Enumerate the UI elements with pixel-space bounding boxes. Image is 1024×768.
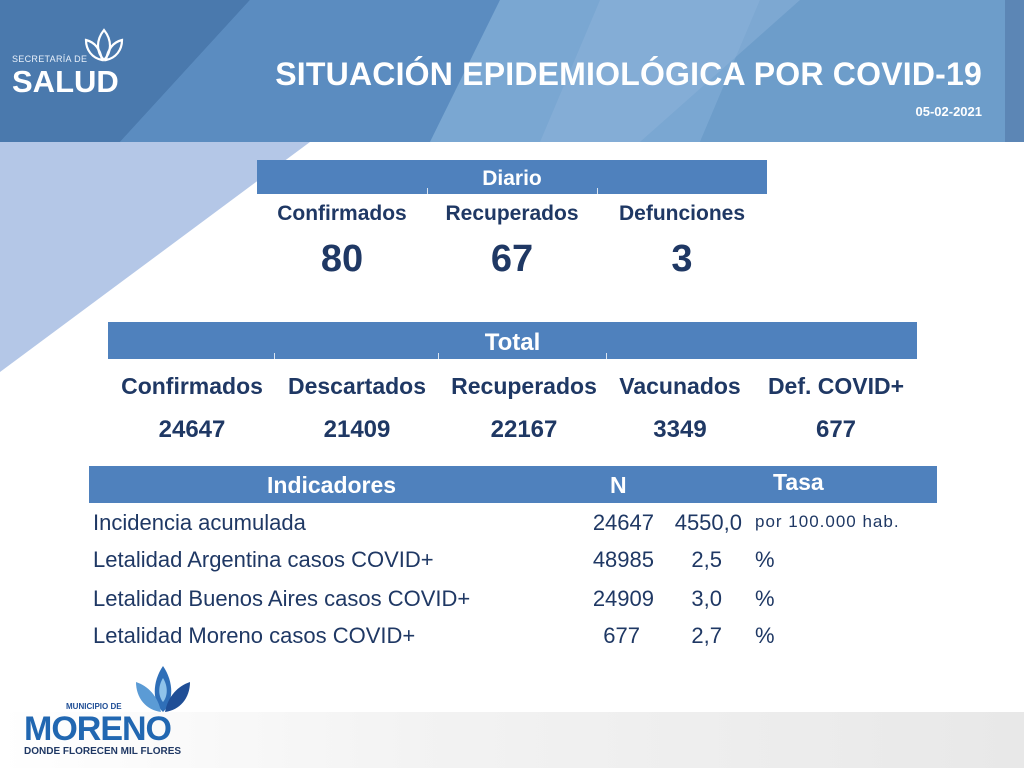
indicator-tasa: 3,0 — [691, 586, 722, 611]
diario-value-confirmados: 80 — [320, 238, 364, 280]
band-divider — [597, 188, 598, 194]
indicator-name: Letalidad Moreno casos COVID+ — [93, 623, 416, 648]
indicator-tasa: 2,5 — [691, 547, 722, 572]
diario-value-recuperados: 67 — [490, 238, 534, 280]
total-label-descartados: Descartados — [287, 373, 427, 399]
total-band: Total — [108, 322, 917, 359]
header-background — [0, 0, 1024, 142]
indicator-name: Incidencia acumulada — [93, 510, 306, 535]
diario-band: Diario — [257, 160, 767, 194]
indicator-unit: % — [755, 623, 775, 648]
total-heading: Total — [484, 329, 541, 356]
indicator-n: 24909 — [592, 586, 654, 611]
flower-icon — [136, 666, 190, 712]
total-value-vacunados: 3349 — [653, 416, 707, 443]
n-header: N — [610, 472, 627, 498]
org-small-text: SECRETARÍA DE — [12, 54, 88, 64]
indicator-n: 24647 — [592, 510, 654, 535]
decorative-triangle — [0, 142, 310, 372]
footer-band — [0, 712, 1024, 768]
total-value-descartados: 21409 — [323, 416, 391, 443]
table-row: Letalidad Moreno casos COVID+ 677 2,7 % — [0, 621, 1024, 655]
total-label-vacunados: Vacunados — [619, 373, 741, 399]
municipio-name: MORENO — [24, 710, 172, 748]
page-title: SITUACIÓN EPIDEMIOLÓGICA POR COVID-19 — [275, 56, 982, 92]
indicator-n: 48985 — [592, 547, 654, 572]
indicator-name: Letalidad Buenos Aires casos COVID+ — [93, 586, 471, 611]
table-row: Letalidad Argentina casos COVID+ 48985 2… — [0, 545, 1024, 579]
band-divider — [438, 353, 439, 359]
diario-label-recuperados: Recuperados — [445, 202, 579, 225]
org-name: SALUD — [12, 64, 119, 99]
band-divider — [427, 188, 428, 194]
table-row: Letalidad Buenos Aires casos COVID+ 2490… — [0, 584, 1024, 618]
diario-label-defunciones: Defunciones — [618, 202, 746, 225]
band-divider — [606, 353, 607, 359]
total-label-confirmados: Confirmados — [121, 373, 263, 399]
municipio-tagline: DONDE FLORECEN MIL FLORES — [24, 746, 182, 757]
table-row: Incidencia acumulada 24647 4550,0 por 10… — [0, 508, 1024, 542]
diario-value-defunciones: 3 — [671, 238, 693, 280]
indicadores-header: Indicadores — [267, 472, 397, 498]
diario-heading: Diario — [482, 167, 542, 190]
total-value-recuperados: 22167 — [490, 416, 558, 443]
indicadores-header-band: Indicadores N Tasa — [89, 466, 937, 503]
indicator-tasa: 2,7 — [691, 623, 722, 648]
total-value-def-covid: 677 — [815, 416, 857, 443]
total-label-recuperados: Recuperados — [451, 373, 597, 399]
tasa-header: Tasa — [773, 469, 824, 495]
indicator-name: Letalidad Argentina casos COVID+ — [93, 547, 434, 572]
salud-logo: SECRETARÍA DE SALUD — [10, 26, 130, 99]
municipio-text: MUNICIPIO DE — [66, 702, 122, 711]
total-label-def-covid: Def. COVID+ — [767, 373, 905, 399]
band-divider — [274, 353, 275, 359]
report-date: 05-02-2021 — [915, 104, 983, 119]
indicator-tasa: 4550,0 — [674, 510, 742, 535]
indicator-unit: por 100.000 hab. — [755, 512, 900, 531]
moreno-logo: MUNICIPIO DE MORENO DONDE FLORECEN MIL F… — [24, 660, 194, 760]
indicator-n: 677 — [603, 623, 640, 648]
indicator-unit: % — [755, 547, 775, 572]
indicator-unit: % — [755, 586, 775, 611]
total-value-confirmados: 24647 — [158, 416, 226, 443]
diario-label-confirmados: Confirmados — [277, 202, 407, 225]
lotus-icon — [84, 28, 124, 62]
header-banner: SECRETARÍA DE SALUD SITUACIÓN EPIDEMIOLÓ… — [0, 0, 1024, 142]
